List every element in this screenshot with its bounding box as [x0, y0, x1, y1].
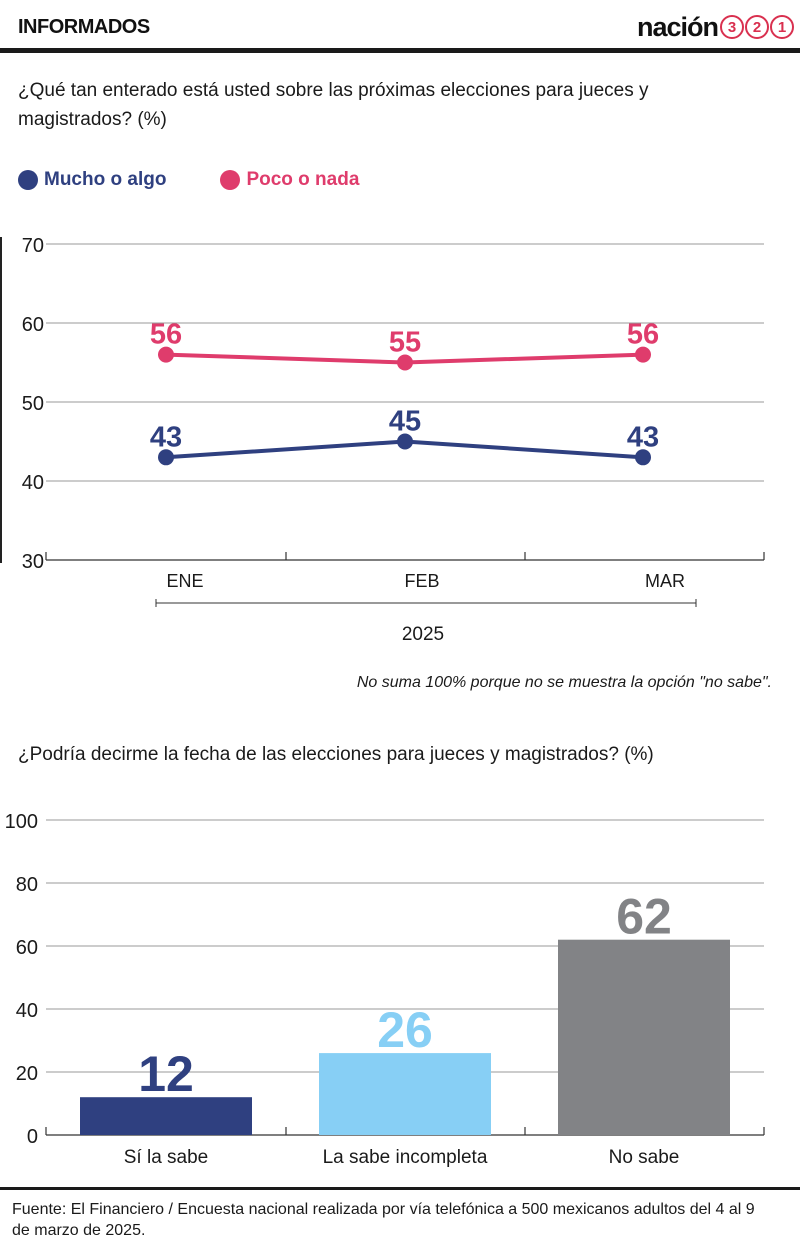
- question-awareness: ¿Qué tan enterado está usted sobre las p…: [18, 80, 649, 130]
- point-poco: [158, 346, 174, 363]
- brand-logo: nación 3 2 1: [637, 10, 794, 44]
- x-tick-label: La sabe incompleta: [323, 1147, 488, 1168]
- data-label-poco: 56: [627, 319, 659, 351]
- chart-note: No suma 100% porque no se muestra la opc…: [356, 674, 772, 691]
- y-tick-label: 40: [16, 1000, 38, 1022]
- footer-divider: [0, 1187, 800, 1190]
- data-label-mucho: 43: [627, 421, 659, 453]
- point-mucho: [158, 449, 174, 466]
- brand-digit-badge: 2: [745, 15, 769, 39]
- left-accent-rule: [0, 237, 2, 563]
- line-chart: 30 40 50 60 70 ENE FEB MAR 2025 43 45 43 56 55 56: [22, 235, 765, 645]
- x-tick-label: No sabe: [609, 1147, 680, 1168]
- x-tick-label: ENE: [166, 571, 203, 591]
- section-title: INFORMADOS: [18, 16, 150, 38]
- legend-item-poco: Poco o nada: [220, 169, 359, 191]
- legend-label-poco: Poco o nada: [246, 169, 360, 190]
- data-label-mucho: 43: [150, 421, 182, 453]
- brand-digits: 3 2 1: [719, 15, 794, 39]
- line-chart-legend: Mucho o algo Poco o nada: [18, 166, 413, 194]
- bar-chart: 0 20 40 60 80 100 12 Sí la sabe 26 La sabe incomp…: [5, 811, 765, 1168]
- legend-swatch-poco: [220, 170, 241, 190]
- brand-digit-badge: 1: [770, 15, 794, 39]
- point-poco: [397, 354, 413, 371]
- bar-value-label: 62: [616, 889, 672, 945]
- x-tick-label: MAR: [645, 571, 685, 591]
- bar-1: [80, 1097, 252, 1135]
- y-tick-label: 50: [22, 393, 44, 415]
- data-label-poco: 55: [389, 327, 421, 359]
- bar-value-label: 12: [138, 1046, 194, 1102]
- point-mucho: [635, 449, 651, 466]
- x-axis-label: 2025: [402, 624, 444, 645]
- data-label-poco: 56: [150, 319, 182, 351]
- question-date: ¿Podría decirme la fecha de las eleccion…: [18, 744, 654, 765]
- y-tick-label: 60: [22, 314, 44, 336]
- point-mucho: [397, 433, 413, 450]
- y-tick-label: 20: [16, 1063, 38, 1085]
- legend-label-mucho: Mucho o algo: [44, 169, 167, 190]
- y-tick-label: 100: [5, 811, 38, 833]
- x-tick-label: FEB: [404, 571, 439, 591]
- legend-item-mucho: Mucho o algo: [18, 169, 166, 191]
- x-tick-label: Sí la sabe: [124, 1147, 209, 1168]
- y-tick-label: 60: [16, 937, 38, 959]
- y-tick-label: 30: [22, 551, 44, 573]
- y-tick-label: 0: [27, 1126, 38, 1148]
- data-label-mucho: 45: [389, 406, 421, 438]
- legend-swatch-mucho: [18, 170, 38, 190]
- bar-2: [319, 1053, 491, 1135]
- point-poco: [635, 346, 651, 363]
- header-divider: [0, 48, 800, 53]
- brand-digit-badge: 3: [720, 15, 744, 39]
- bar-3: [558, 939, 730, 1135]
- source-note: Fuente: El Financiero / Encuesta naciona…: [12, 1201, 755, 1239]
- brand-wordmark: nación: [636, 11, 719, 42]
- bar-value-label: 26: [377, 1002, 433, 1058]
- y-tick-label: 40: [22, 472, 44, 494]
- y-tick-label: 70: [22, 235, 44, 257]
- y-tick-label: 80: [16, 874, 38, 896]
